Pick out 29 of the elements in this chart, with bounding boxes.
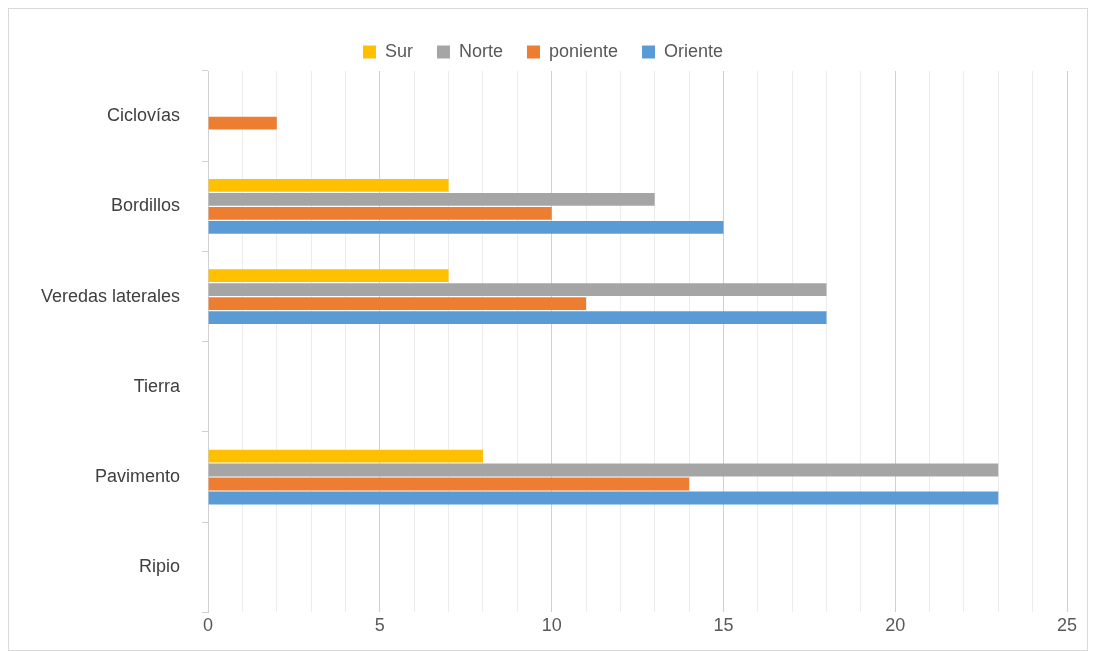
- y-tick-label: Tierra: [133, 375, 182, 396]
- bar: [208, 178, 449, 192]
- legend-label: poniente: [548, 40, 619, 61]
- bar: [208, 491, 999, 505]
- bar: [208, 116, 277, 130]
- legend-label: Oriente: [664, 40, 724, 61]
- y-tick-label: Pavimento: [95, 466, 181, 487]
- y-tick-label: Veredas laterales: [40, 285, 181, 306]
- y-tick-label: Ciclovías: [107, 105, 181, 126]
- x-tick-label: 20: [885, 615, 906, 636]
- y-tick-label: Bordillos: [111, 195, 181, 216]
- x-tick-label: 15: [713, 615, 734, 636]
- x-tick-label: 5: [374, 615, 385, 636]
- y-tick-label: Ripio: [139, 556, 181, 577]
- bar: [208, 463, 999, 477]
- bar: [208, 269, 449, 283]
- bar: [208, 449, 483, 463]
- bar: [208, 283, 827, 297]
- bar: [208, 206, 552, 220]
- x-tick-label: 0: [203, 615, 214, 636]
- x-tick-label: 25: [1056, 615, 1078, 636]
- bar: [208, 311, 827, 324]
- legend-label: Norte: [458, 40, 503, 61]
- legend-label: Sur: [384, 40, 413, 61]
- bar: [208, 297, 587, 311]
- bar: [208, 192, 655, 206]
- x-tick-label: 10: [541, 615, 562, 636]
- bar: [208, 220, 724, 234]
- bar: [208, 477, 690, 491]
